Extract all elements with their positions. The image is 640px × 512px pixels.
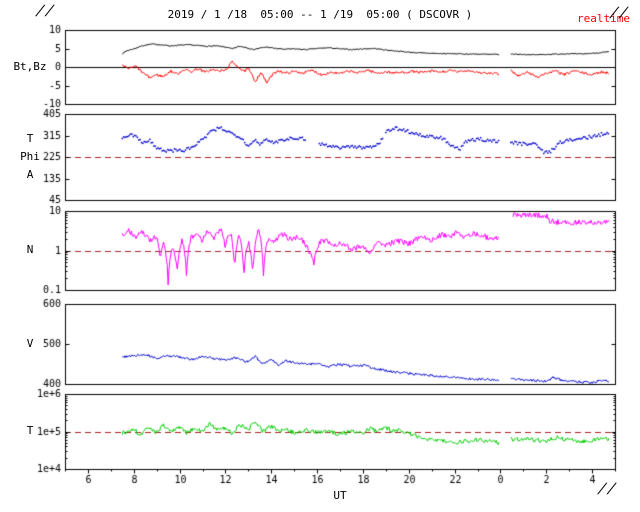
x-axis-label: UT (333, 489, 347, 502)
panel-label-line: A (26, 168, 34, 181)
realtime-badge: realtime (577, 12, 630, 25)
panel-label-magnetic-field: Bt,Bz (2, 60, 58, 73)
plot-title: 2019 / 1 /18 05:00 -- 1 /19 05:00 ( DSCO… (167, 8, 473, 21)
panel-label-temperature: T (2, 424, 58, 437)
panel-label-line: N (26, 243, 34, 256)
panel-label-phi-angle: T Phi A (2, 130, 58, 184)
panel-label-line: Bt,Bz (13, 60, 47, 73)
panel-label-line: T (26, 424, 34, 437)
panel-label-line: Phi (20, 150, 40, 163)
panel-label-speed: V (2, 337, 58, 350)
panel-label-density: N (2, 243, 58, 256)
panel-label-line: V (26, 337, 34, 350)
panel-label-line: T (26, 132, 34, 145)
